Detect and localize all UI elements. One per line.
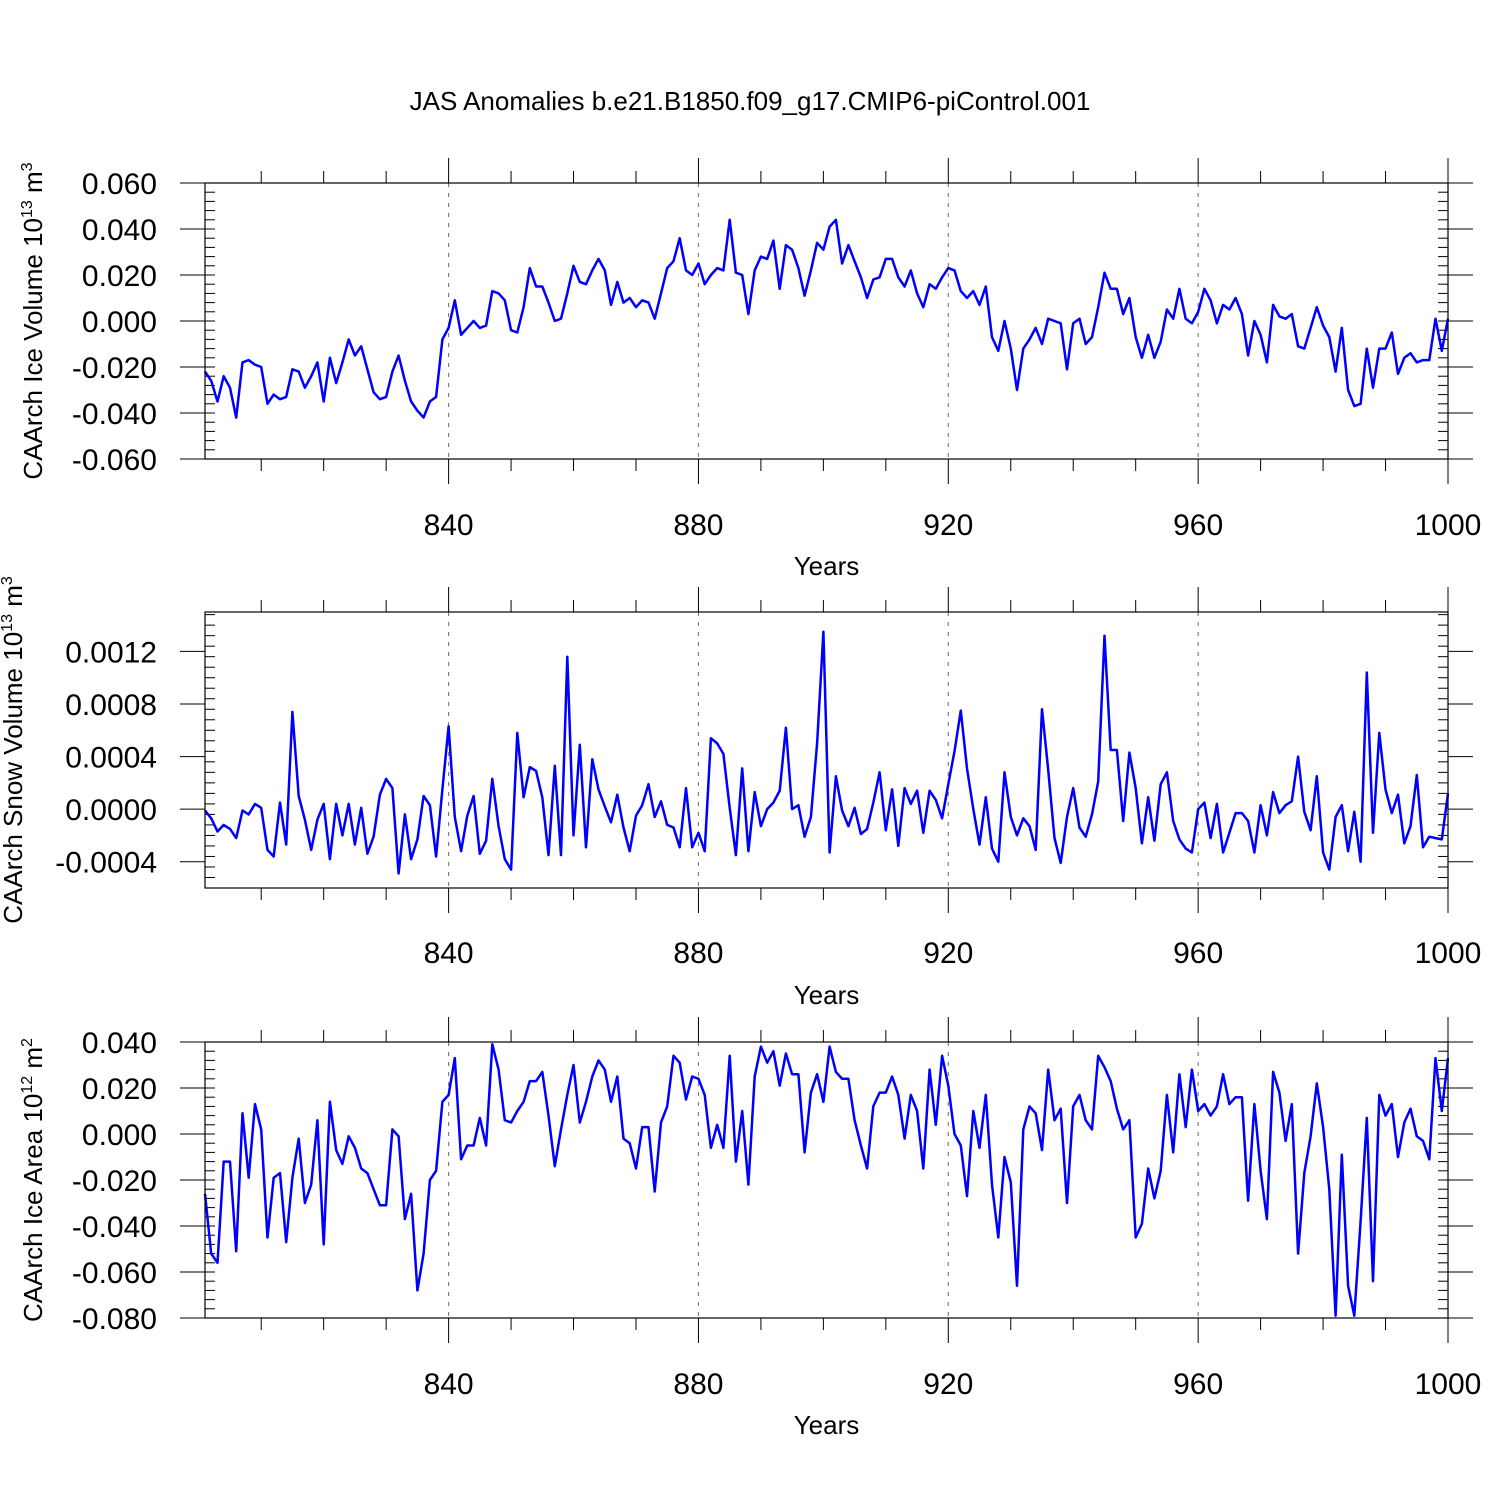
y-axis-label: CAArch Ice Volume 1013 m3 xyxy=(18,162,48,479)
x-tick-label: 880 xyxy=(673,937,723,970)
panel-ice-area: -0.080 -0.060 -0.040 -0.020 0.000 0.020 0.040 8… xyxy=(18,1017,1481,1440)
y-tick-label: -0.040 xyxy=(72,1211,157,1244)
y-tick-label: 0.000 xyxy=(82,306,157,339)
y-tick-label: 0.020 xyxy=(82,260,157,293)
x-tick-label: 920 xyxy=(923,937,973,970)
x-axis-label: Years xyxy=(794,1410,860,1440)
plot-frame xyxy=(204,182,1449,460)
x-tick-label: 960 xyxy=(1173,937,1223,970)
x-axis-label: Years xyxy=(794,551,860,581)
x-tick-label: 1000 xyxy=(1415,1368,1482,1401)
x-tick-label: 840 xyxy=(424,937,474,970)
x-axis-label: Years xyxy=(794,980,860,1010)
x-tick-label: 960 xyxy=(1173,1368,1223,1401)
panel-snow-volume: -0.0004 0.0000 0.0004 0.0008 0.0012 840 880 920… xyxy=(0,576,1481,1010)
x-tick-label: 920 xyxy=(923,1368,973,1401)
series-line-snow-volume xyxy=(204,630,1450,875)
x-tick-label: 920 xyxy=(923,509,973,542)
y-tick-label: 0.040 xyxy=(82,1027,157,1060)
y-tick-label: 0.060 xyxy=(82,168,157,201)
x-tick-label: 880 xyxy=(673,1368,723,1401)
x-tick-label: 1000 xyxy=(1415,937,1482,970)
series-line-ice-area xyxy=(203,1043,1450,1317)
y-axis-label: CAArch Ice Area 1012 m2 xyxy=(18,1038,48,1322)
y-tick-label: 0.0012 xyxy=(65,636,157,669)
y-tick-label: 0.0000 xyxy=(65,794,157,827)
plot-frame xyxy=(204,1041,1449,1319)
panels: -0.060 -0.040 -0.020 0.000 0.020 0.040 0.060 84… xyxy=(0,158,1481,1440)
figure-title: JAS Anomalies b.e21.B1850.f09_g17.CMIP6-… xyxy=(410,86,1091,116)
x-tick-label: 880 xyxy=(673,509,723,542)
x-tick-label: 960 xyxy=(1173,509,1223,542)
plot-frame xyxy=(204,611,1449,889)
y-tick-label: 0.0004 xyxy=(65,742,157,775)
series-line-ice-volume xyxy=(203,218,1450,419)
y-tick-label: -0.080 xyxy=(72,1303,157,1336)
y-tick-label: 0.040 xyxy=(82,214,157,247)
x-tick-label: 840 xyxy=(424,1368,474,1401)
y-tick-label: -0.060 xyxy=(72,444,157,477)
y-tick-label: -0.060 xyxy=(72,1257,157,1290)
y-tick-label: -0.020 xyxy=(72,1165,157,1198)
y-tick-label: 0.020 xyxy=(82,1073,157,1106)
y-tick-label: -0.040 xyxy=(72,398,157,431)
y-tick-label: 0.0008 xyxy=(65,689,157,722)
x-tick-label: 840 xyxy=(424,509,474,542)
panel-ice-volume: -0.060 -0.040 -0.020 0.000 0.020 0.040 0.060 84… xyxy=(18,158,1481,581)
y-axis-label: CAArch Snow Volume 1013 m3 xyxy=(0,576,28,924)
y-tick-label: -0.0004 xyxy=(55,847,157,880)
x-tick-label: 1000 xyxy=(1415,509,1482,542)
y-tick-label: 0.000 xyxy=(82,1119,157,1152)
y-tick-label: -0.020 xyxy=(72,352,157,385)
